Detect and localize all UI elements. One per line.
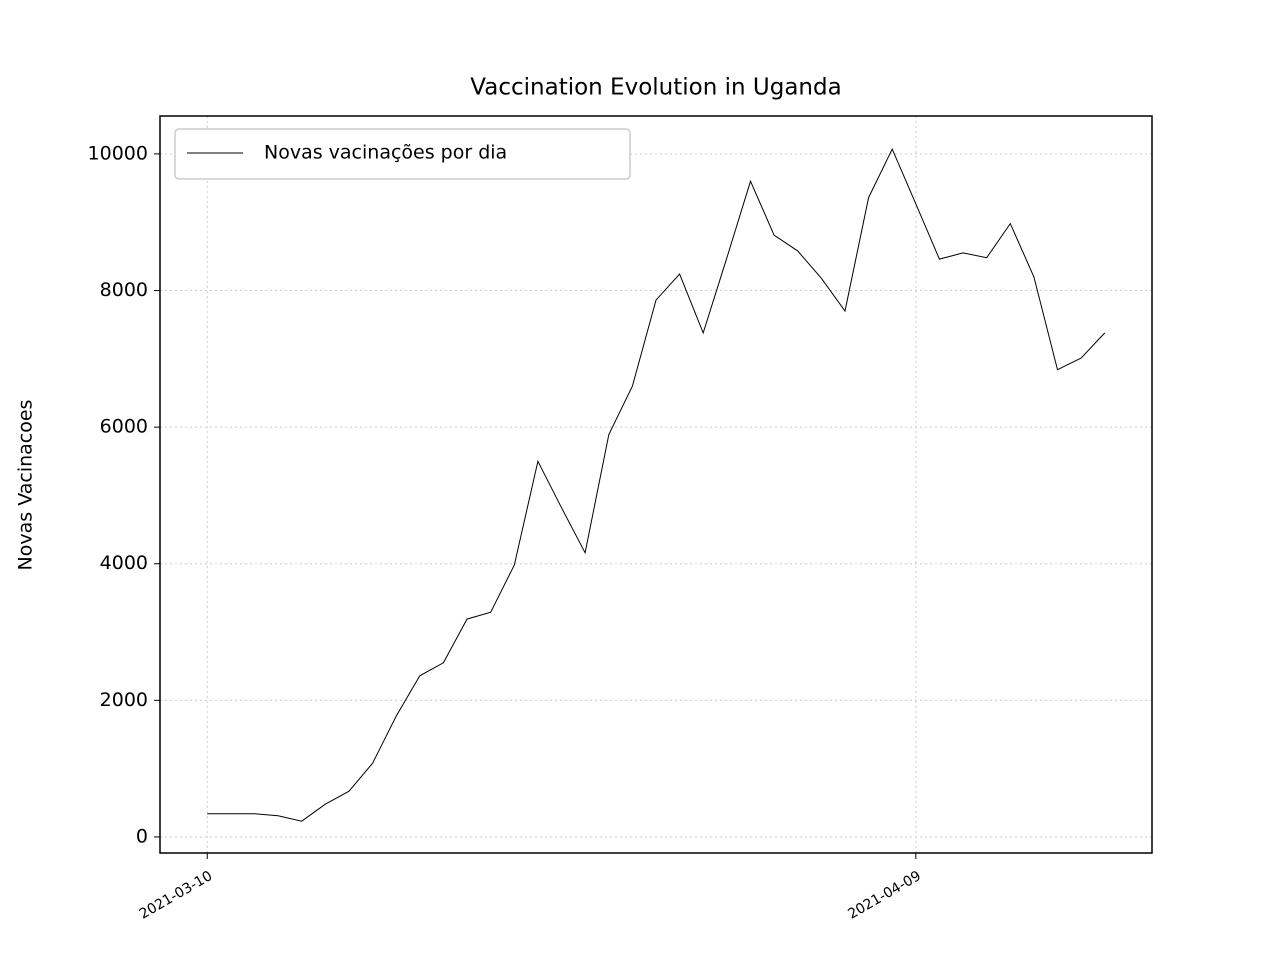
data-line (207, 147, 1106, 822)
y-tick-label: 0 (136, 825, 148, 847)
y-tick-label: 2000 (100, 689, 148, 711)
y-tick-label: 8000 (100, 279, 148, 301)
x-axis-label: Data (633, 959, 678, 960)
x-tick-label: 2021-03-10 (137, 868, 215, 923)
y-tick-label: 6000 (100, 416, 148, 438)
legend-label: Novas vacinações por dia (264, 142, 507, 164)
legend: Novas vacinações por dia (174, 128, 631, 180)
legend-box (174, 128, 631, 180)
plot-frame (159, 115, 1153, 854)
chart-title: Vaccination Evolution in Uganda (470, 75, 841, 101)
x-tick-label: 2021-04-09 (845, 868, 923, 923)
y-axis-label: Novas Vacinacoes (15, 400, 37, 571)
y-tick-label: 10000 (88, 142, 148, 164)
y-tick-label: 4000 (100, 552, 148, 574)
